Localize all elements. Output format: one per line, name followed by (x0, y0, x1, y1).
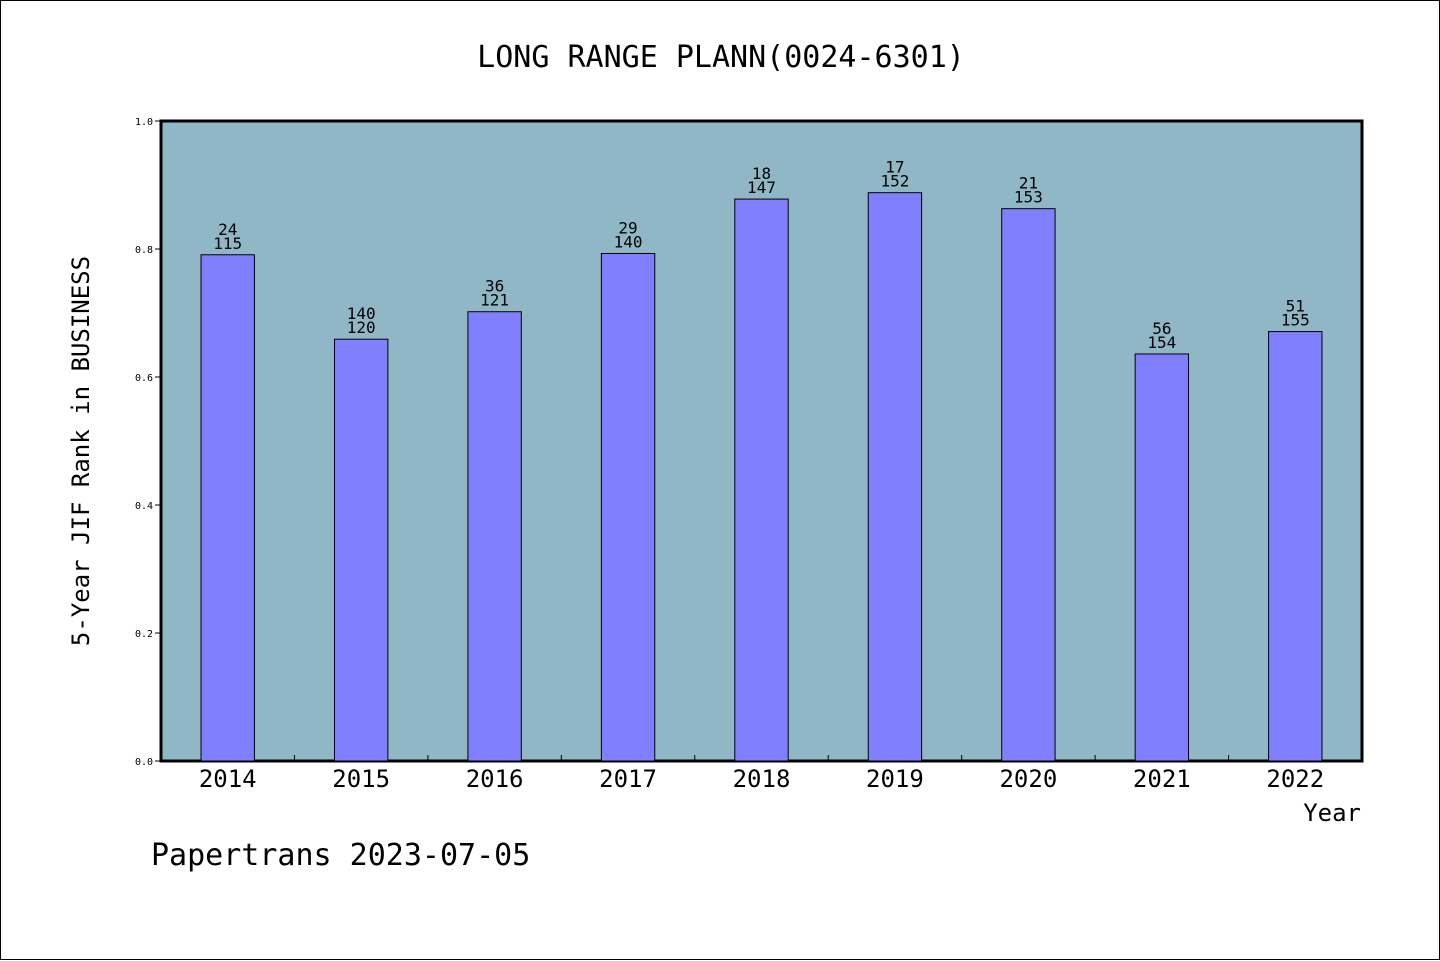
y-tick-label: 0.4 (135, 501, 153, 512)
bar-rank-label: 36 (485, 277, 504, 296)
x-tick-label: 2014 (199, 765, 257, 793)
y-tick-label: 1.0 (135, 117, 153, 128)
bar (734, 198, 789, 762)
bar-rank-label: 56 (1152, 319, 1171, 338)
y-tick-label: 0.2 (135, 629, 153, 640)
bar-total-label: 155 (1281, 311, 1310, 330)
bar-rank-label: 24 (218, 220, 237, 239)
x-axis-label: Year (1303, 799, 1361, 827)
bar-total-label: 121 (480, 291, 509, 310)
x-tick-label: 2017 (599, 765, 657, 793)
bar (1134, 353, 1190, 762)
x-tick-label: 2016 (466, 765, 524, 793)
bar (467, 311, 522, 762)
bar-rank-label: 18 (752, 164, 771, 183)
bar-total-label: 154 (1147, 333, 1176, 352)
x-tick-label: 2015 (332, 765, 390, 793)
x-tick-label: 2020 (999, 765, 1057, 793)
y-tick-label: 0.0 (135, 757, 153, 768)
bar-total-label: 147 (747, 178, 776, 197)
bar-total-label: 140 (614, 232, 643, 251)
footer-text: Papertrans 2023-07-05 (151, 838, 530, 873)
bar-rank-label: 140 (347, 304, 376, 323)
x-tick-label: 2021 (1133, 765, 1191, 793)
bar (1001, 208, 1056, 762)
y-tick-label: 0.6 (135, 373, 153, 384)
bar-rank-label: 17 (885, 158, 904, 177)
y-axis: 0.0 0.2 0.4 0.6 0.8 1.0 (135, 117, 161, 768)
y-axis-label: 5-Year JIF Rank in BUSINESS (67, 256, 95, 646)
x-tick-label: 2022 (1266, 765, 1324, 793)
bar (1268, 331, 1323, 762)
bar (200, 254, 255, 762)
y-tick-label: 0.8 (135, 245, 153, 256)
bar-rank-label: 51 (1286, 297, 1305, 316)
bar (867, 192, 923, 762)
bar-rank-label: 21 (1019, 174, 1038, 193)
bars (200, 192, 1323, 762)
bar-total-label: 153 (1014, 188, 1043, 207)
x-tick-label: 2018 (733, 765, 791, 793)
bar (333, 338, 389, 762)
bar-total-label: 120 (347, 318, 376, 337)
x-tick-label: 2019 (866, 765, 924, 793)
x-axis: 2014 2015 2016 2017 2018 2019 2020 2021 2022 (199, 755, 1324, 793)
bar-total-label: 115 (213, 234, 242, 253)
bar (600, 252, 656, 762)
chart-title: LONG RANGE PLANN(0024-6301) (477, 40, 965, 75)
bar-rank-label: 29 (618, 218, 637, 237)
bar-total-label: 152 (880, 172, 909, 191)
